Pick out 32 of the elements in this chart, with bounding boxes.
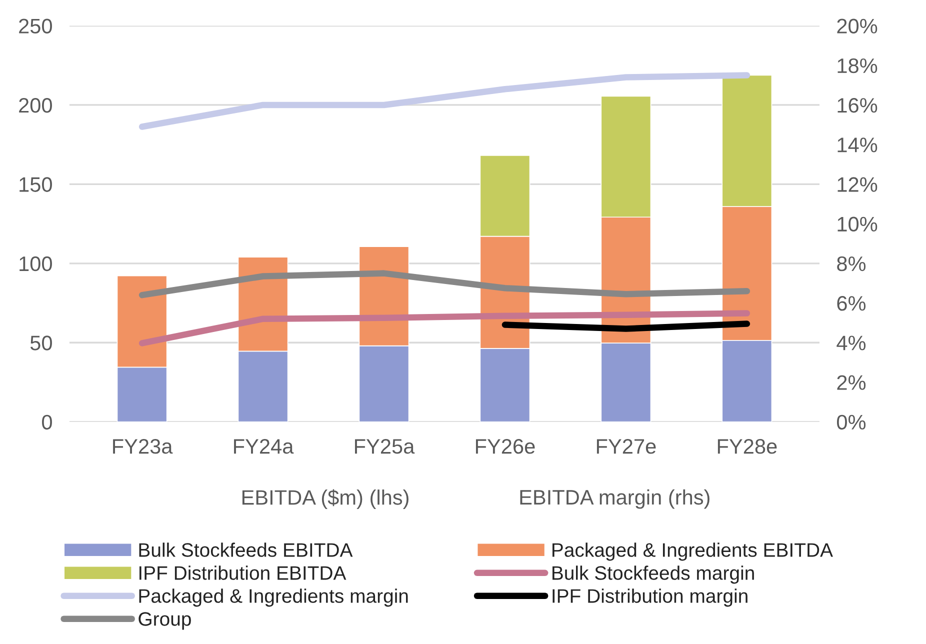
y-tick-label: 50: [30, 336, 52, 350]
legend-label: Bulk Stockfeeds margin: [552, 566, 754, 584]
y-tick-label: 200: [19, 98, 52, 113]
x-tick-label: FY24a: [234, 439, 294, 454]
y-tick-label: 100: [20, 256, 52, 272]
y2-tick-label: 16%: [838, 98, 878, 113]
y2-tick-label: 18%: [838, 58, 878, 74]
y2-tick-label: 0%: [836, 414, 866, 430]
x-tick-label: FY23a: [113, 439, 173, 454]
legend-label: IPF Distribution margin: [552, 588, 748, 607]
y-tick-label: 150: [20, 177, 52, 192]
y2-tick-label: 8%: [837, 256, 866, 272]
legend-label: Packaged & Ingredients margin: [139, 588, 408, 607]
y2-tick-label: 14%: [838, 138, 878, 152]
legend-label: Packaged & Ingredients EBITDA: [552, 542, 833, 561]
x-tick-label: FY26e: [476, 439, 535, 454]
y2-tick-label: 12%: [838, 177, 878, 192]
y-tick-label: 250: [19, 18, 52, 34]
y2-tick-label: 2%: [837, 375, 866, 390]
y2-tick-label: 20%: [837, 18, 878, 34]
x-tick-label: FY25a: [355, 439, 415, 454]
y-tick-label: 0: [42, 414, 52, 430]
legend-label: IPF Distribution EBITDA: [139, 566, 346, 580]
y2-tick-label: 10%: [838, 216, 878, 232]
x-tick-label: FY27e: [596, 439, 656, 454]
legend-label: Bulk Stockfeeds EBITDA: [139, 542, 353, 557]
y2-tick-label: 4%: [836, 336, 866, 350]
legend-label: Group: [138, 612, 191, 630]
text: EBITDA ($m) (lhs): [242, 489, 408, 509]
y2-tick-label: 6%: [837, 296, 866, 311]
text: EBITDA margin (rhs): [520, 489, 710, 509]
x-tick-label: FY28e: [718, 439, 777, 454]
